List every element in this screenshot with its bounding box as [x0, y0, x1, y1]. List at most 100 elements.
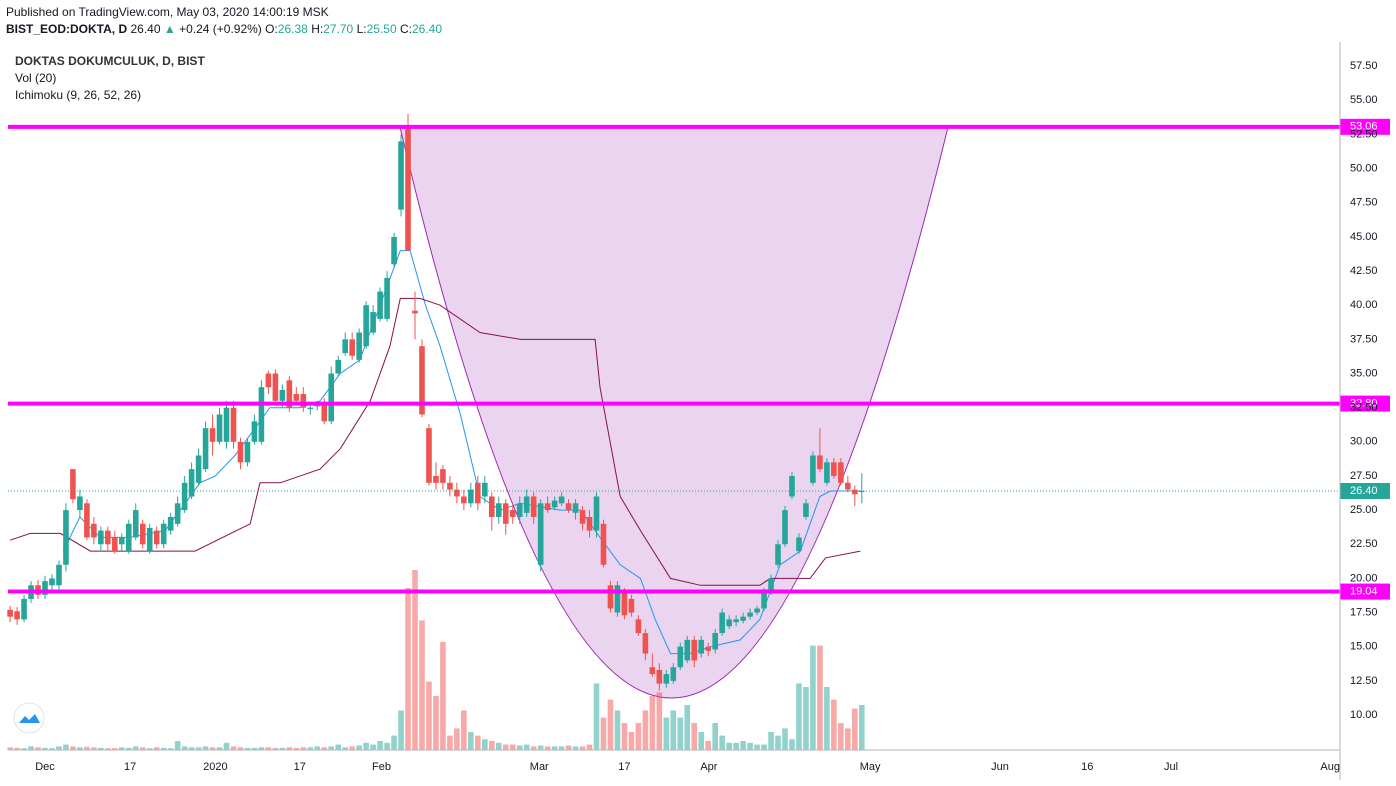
h-value: 27.70	[323, 22, 354, 36]
candle-body	[307, 407, 314, 410]
volume-bar	[195, 747, 202, 750]
parabola-drawing	[399, 126, 949, 699]
o-label: O:	[265, 22, 278, 36]
volume-bar	[614, 710, 621, 750]
volume-bar	[544, 746, 551, 750]
candle-body	[265, 373, 272, 388]
candle-body	[824, 462, 830, 483]
candle-body	[482, 482, 488, 497]
volume-bar	[516, 745, 523, 750]
candle-body	[132, 510, 139, 538]
volume-bar	[712, 723, 718, 750]
volume-bar	[188, 747, 195, 750]
volume-bar	[384, 742, 390, 750]
volume-bar	[621, 723, 628, 750]
y-tick-label: 52.50	[1350, 128, 1378, 140]
candle-body	[146, 527, 153, 552]
volume-bar	[258, 747, 265, 750]
y-tick-label: 45.00	[1350, 231, 1378, 243]
volume-bar	[586, 744, 593, 750]
volume-bar	[314, 746, 321, 750]
volume-bar	[377, 741, 383, 750]
volume-bar	[565, 745, 572, 750]
candle-body	[754, 608, 760, 613]
candle-body	[551, 500, 558, 508]
volume-bar	[726, 742, 732, 750]
volume-bar	[328, 746, 335, 750]
volume-bar	[167, 748, 174, 750]
published: Published on TradingView.com, May 03, 20…	[6, 5, 329, 19]
indicator-line	[62, 250, 861, 655]
volume-bar	[419, 620, 425, 750]
legend-title: DOKTAS DOKUMCULUK, D, BIST	[15, 54, 205, 68]
candle-body	[84, 503, 90, 538]
candle-body	[656, 669, 663, 684]
candle-body	[98, 530, 104, 545]
volume-bar	[216, 747, 223, 750]
volume-bar	[684, 705, 691, 750]
candle-body	[405, 126, 411, 251]
candle-body	[747, 612, 753, 617]
l-value: 25.50	[366, 22, 397, 36]
y-tick-label: 47.50	[1350, 197, 1378, 209]
candle-body	[565, 503, 572, 511]
candle-body	[593, 496, 600, 531]
candle-body	[817, 455, 823, 470]
volume-bar	[286, 747, 293, 750]
candle-body	[768, 578, 774, 593]
volume-bar	[691, 723, 698, 750]
candle-body	[684, 639, 691, 661]
volume-bar	[139, 747, 146, 750]
volume-bar	[733, 742, 739, 750]
candle-body	[209, 428, 216, 442]
candle-body	[398, 141, 404, 210]
volume-bar	[77, 747, 83, 750]
candle-body	[237, 441, 244, 463]
o-value: 26.38	[277, 22, 308, 36]
logo	[13, 702, 45, 734]
y-tick-label: 15.00	[1350, 641, 1378, 653]
volume-bar	[251, 747, 258, 750]
candle-body	[419, 346, 425, 415]
candle-body	[433, 475, 439, 483]
candle-body	[468, 489, 474, 504]
candle-body	[56, 564, 62, 586]
volume-bar	[98, 747, 104, 750]
candle-body	[91, 523, 97, 538]
y-tick-label: 10.00	[1350, 709, 1378, 721]
volume-bar	[796, 683, 802, 750]
candle-body	[705, 646, 712, 651]
candle-body	[244, 441, 251, 463]
legend-volume: Vol (20)	[15, 71, 57, 85]
volume-bar	[63, 744, 69, 750]
volume-bar	[593, 683, 600, 750]
candle-body	[586, 516, 593, 531]
candle-body	[523, 496, 530, 513]
candle-body	[160, 523, 167, 545]
indicator-line	[9, 297, 861, 586]
x-tick-label: 16	[1081, 761, 1093, 773]
candle-body	[475, 482, 481, 504]
x-tick-label: Jun	[991, 761, 1009, 773]
candle-body	[105, 530, 111, 545]
volume-bar	[747, 742, 753, 750]
volume-bar	[454, 728, 460, 750]
c-label: C:	[399, 22, 412, 36]
volume-bar	[49, 748, 55, 750]
candle-body	[272, 373, 279, 401]
volume-bar	[426, 681, 432, 750]
volume-bar	[363, 742, 369, 750]
candle-body	[342, 339, 348, 354]
candle-body	[509, 510, 516, 517]
candle-body	[377, 291, 383, 319]
candle-body	[544, 503, 551, 511]
candle-body	[328, 373, 335, 422]
y-tick-label: 30.00	[1350, 436, 1378, 448]
volume-bar	[405, 588, 411, 750]
candle-body	[761, 592, 767, 609]
candle-body	[502, 503, 509, 524]
volume-bar	[628, 732, 635, 750]
candle-body	[14, 611, 20, 620]
candle-body	[188, 469, 195, 497]
